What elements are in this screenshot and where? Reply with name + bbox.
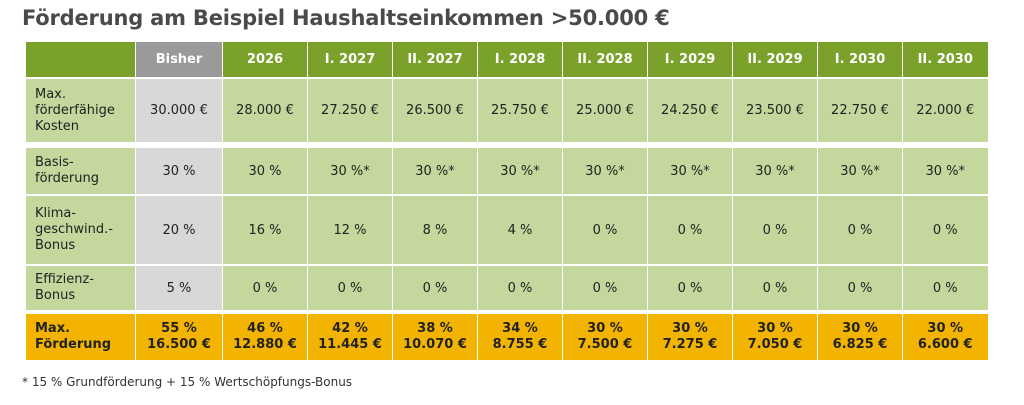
table-row-effizienz: Effizienz- Bonus 5 % 0 % 0 % 0 % 0 % 0 %…: [25, 264, 988, 312]
table-cell: 0 %: [732, 264, 818, 312]
table-cell: 30 % 6.600 €: [902, 310, 988, 360]
column-header: Bisher: [135, 42, 223, 78]
table-cell: 23.500 €: [732, 77, 818, 145]
column-header: II. 2029: [732, 42, 818, 78]
table-cell: 0 %: [647, 264, 733, 312]
table-cell: 0 %: [477, 264, 563, 312]
table-cell: 16 %: [222, 194, 308, 265]
column-header: II. 2027: [392, 42, 478, 78]
table-cell: 34 % 8.755 €: [477, 310, 563, 360]
table-cell: 30 %: [135, 142, 223, 195]
table-cell: 4 %: [477, 194, 563, 265]
table-cell: 0 %: [562, 194, 648, 265]
table-row-basis: Basis- förderung 30 % 30 % 30 %* 30 %* 3…: [25, 142, 988, 195]
table-cell: 0 %: [647, 194, 733, 265]
table-cell: 22.000 €: [902, 77, 988, 145]
table-cell: 38 % 10.070 €: [392, 310, 478, 360]
table-cell: 30 %: [222, 142, 308, 195]
column-header: II. 2028: [562, 42, 648, 78]
column-header: I. 2028: [477, 42, 563, 78]
table-cell: 12 %: [307, 194, 393, 265]
table-cell: 25.000 €: [562, 77, 648, 145]
row-label: Max. Förderung: [25, 310, 136, 360]
table-cell: 22.750 €: [817, 77, 903, 145]
footnote: * 15 % Grundförderung + 15 % Wertschöpfu…: [22, 375, 353, 389]
table-cell: 26.500 €: [392, 77, 478, 145]
table-cell: 28.000 €: [222, 77, 308, 145]
table-cell: 24.250 €: [647, 77, 733, 145]
column-header: I. 2029: [647, 42, 733, 78]
table-cell: 25.750 €: [477, 77, 563, 145]
table-cell: 30 %*: [647, 142, 733, 195]
table-cell: 20 %: [135, 194, 223, 265]
row-label: Basis- förderung: [25, 142, 136, 195]
table-cell: 30 %*: [392, 142, 478, 195]
table-cell: 30 %*: [732, 142, 818, 195]
table-row-kosten: Max. förderfähige Kosten 30.000 € 28.000…: [25, 77, 988, 145]
table-row-klima: Klima- geschwind.- Bonus 20 % 16 % 12 % …: [25, 194, 988, 265]
table-cell: 0 %: [732, 194, 818, 265]
table-cell: 0 %: [902, 264, 988, 312]
table-cell: 30 % 7.500 €: [562, 310, 648, 360]
table-cell: 0 %: [307, 264, 393, 312]
table-cell: 42 % 11.445 €: [307, 310, 393, 360]
column-header: I. 2030: [817, 42, 903, 78]
table-cell: 46 % 12.880 €: [222, 310, 308, 360]
row-label: Klima- geschwind.- Bonus: [25, 194, 136, 265]
row-label: Max. förderfähige Kosten: [25, 77, 136, 145]
table-cell: 30 %*: [307, 142, 393, 195]
table-cell: 30 % 6.825 €: [817, 310, 903, 360]
header-corner: [25, 42, 136, 78]
table-cell: 0 %: [392, 264, 478, 312]
table-cell: 0 %: [222, 264, 308, 312]
page-title: Förderung am Beispiel Haushaltseinkommen…: [22, 6, 670, 30]
table-cell: 30 % 7.050 €: [732, 310, 818, 360]
table-cell: 0 %: [902, 194, 988, 265]
table-cell: 0 %: [817, 264, 903, 312]
row-label: Effizienz- Bonus: [25, 264, 136, 312]
column-header: II. 2030: [902, 42, 988, 78]
table-row-max-foerderung: Max. Förderung 55 % 16.500 € 46 % 12.880 €…: [25, 310, 988, 360]
table-cell: 30 %*: [477, 142, 563, 195]
funding-table: Bisher 2026 I. 2027 II. 2027 I. 2028 II.…: [25, 42, 988, 360]
table-cell: 8 %: [392, 194, 478, 265]
table-cell: 30 %*: [562, 142, 648, 195]
table-cell: 30.000 €: [135, 77, 223, 145]
table-cell: 30 %*: [817, 142, 903, 195]
table-cell: 30 %*: [902, 142, 988, 195]
table-cell: 0 %: [562, 264, 648, 312]
column-header: I. 2027: [307, 42, 393, 78]
table-cell: 0 %: [817, 194, 903, 265]
column-header: 2026: [222, 42, 308, 78]
table-cell: 55 % 16.500 €: [135, 310, 223, 360]
table-cell: 30 % 7.275 €: [647, 310, 733, 360]
header-row: Bisher 2026 I. 2027 II. 2027 I. 2028 II.…: [25, 42, 988, 78]
table-cell: 27.250 €: [307, 77, 393, 145]
table-cell: 5 %: [135, 264, 223, 312]
